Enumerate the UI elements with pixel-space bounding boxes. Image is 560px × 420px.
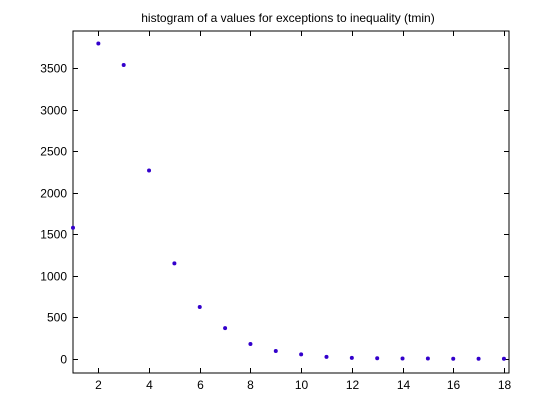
x-tick-label: 12 (346, 378, 360, 392)
data-point (248, 341, 253, 346)
data-point (96, 41, 101, 46)
data-point (197, 305, 202, 310)
data-point (375, 356, 380, 361)
y-tick-label: 3000 (40, 104, 67, 118)
data-point (71, 225, 75, 230)
x-tick-label: 18 (498, 378, 512, 392)
data-point (324, 354, 329, 359)
plot-area (72, 30, 510, 374)
data-point (349, 355, 354, 360)
data-point (299, 352, 304, 357)
x-tick-label: 6 (197, 378, 204, 392)
y-tick-label: 0 (60, 353, 67, 367)
data-point (400, 356, 405, 361)
y-tick-label: 1000 (40, 270, 67, 284)
y-tick-label: 2500 (40, 145, 67, 159)
y-tick-label: 3500 (40, 62, 67, 76)
x-tick-label: 14 (397, 378, 411, 392)
x-tick-label: 4 (146, 378, 153, 392)
data-point (121, 63, 126, 68)
x-tick-label: 10 (295, 378, 309, 392)
y-tick-label: 1500 (40, 228, 67, 242)
data-points (71, 41, 506, 361)
y-tick-label: 500 (47, 311, 67, 325)
data-point (476, 356, 481, 361)
data-point (147, 168, 152, 173)
x-tick-label: 8 (247, 378, 254, 392)
x-tick-label: 2 (95, 378, 102, 392)
data-point (273, 349, 278, 354)
data-point (172, 261, 177, 266)
data-point (223, 326, 228, 331)
x-axis: 2 4 6 8 10 12 14 16 18 (95, 31, 511, 392)
data-point (501, 356, 506, 361)
y-axis: 0 500 1000 1500 2000 2500 3000 3500 (40, 62, 509, 367)
y-tick-label: 2000 (40, 187, 67, 201)
data-point (451, 356, 456, 361)
x-tick-label: 16 (447, 378, 461, 392)
data-point (425, 356, 430, 361)
chart-title: histogram of a values for exceptions to … (141, 11, 434, 25)
